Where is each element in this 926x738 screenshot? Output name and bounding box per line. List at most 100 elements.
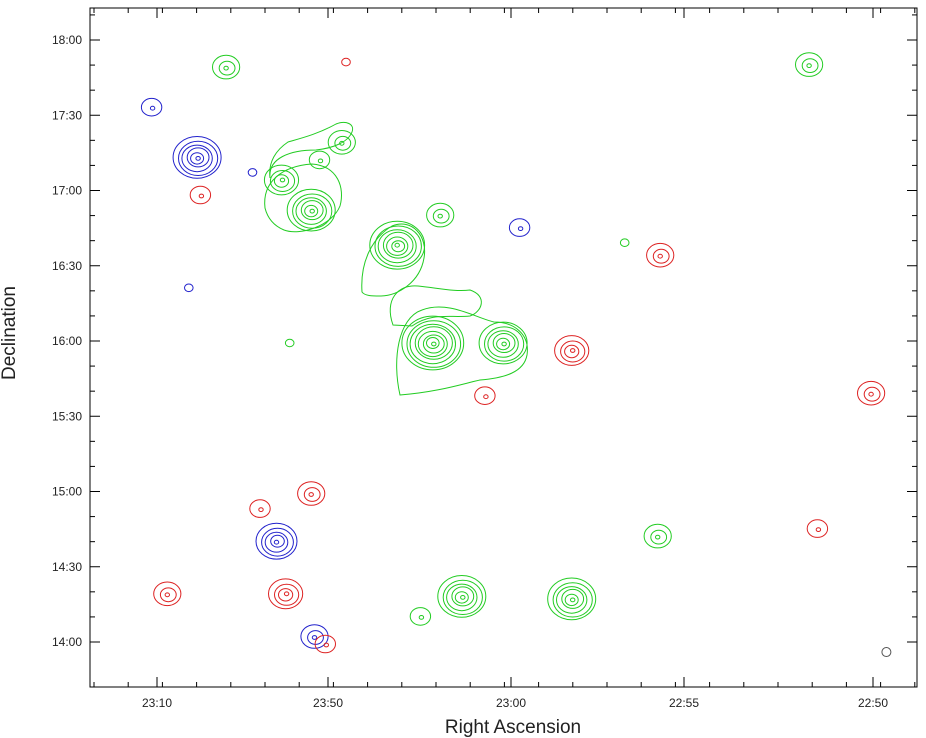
contour-ring	[300, 200, 324, 221]
source-red-23	[297, 481, 326, 506]
contour-ring	[295, 197, 327, 225]
contour-ring	[570, 597, 576, 603]
x-axis-label: Right Ascension	[445, 717, 581, 738]
contour-ring	[247, 168, 258, 177]
contour-ring	[806, 519, 829, 538]
contour-ring	[431, 341, 437, 347]
contour-ring	[327, 130, 356, 155]
source-green-14	[619, 238, 630, 247]
contour-ring	[406, 320, 462, 368]
contour-ring	[283, 591, 290, 597]
contour-ring	[496, 337, 511, 351]
contour-ring	[195, 156, 201, 161]
contour-ring	[264, 531, 289, 553]
source-blue-13	[508, 218, 531, 237]
source-red-29	[268, 578, 304, 610]
extended-emission-1	[389, 285, 482, 327]
contour-ring	[268, 578, 304, 610]
y-tick-label: 15:00	[52, 485, 82, 499]
contour-ring	[501, 341, 507, 347]
source-red-22	[857, 380, 886, 406]
contour-ring	[437, 575, 487, 618]
source-green-10	[286, 188, 336, 232]
source-green-26	[643, 523, 672, 549]
contour-ring	[149, 105, 156, 111]
contour-ring	[484, 326, 525, 362]
contour-ring	[172, 136, 222, 179]
contour-ring	[646, 242, 675, 268]
contour-ring	[334, 135, 352, 151]
source-blue-3	[140, 97, 163, 117]
source-blue-16	[184, 283, 194, 293]
y-axis-label: Declination	[0, 286, 20, 380]
contour-ring	[323, 642, 329, 648]
contour-ring	[274, 583, 300, 606]
contour-ring	[279, 177, 286, 183]
contour-ring	[454, 591, 469, 604]
contour-ring	[401, 315, 465, 371]
contour-ring	[492, 333, 516, 353]
contour-ring	[308, 150, 331, 170]
ticks-layer	[90, 8, 917, 687]
contour-ring	[198, 193, 205, 199]
contour-ring	[263, 164, 300, 196]
contour-ring	[857, 380, 886, 406]
extended-emission-4	[269, 121, 354, 179]
contour-ring	[556, 586, 588, 614]
source-red-28	[153, 581, 182, 607]
source-green-6	[308, 150, 331, 170]
contour-ring	[311, 635, 318, 640]
source-green-20	[284, 338, 295, 348]
source-blue-8	[247, 168, 258, 177]
contour-ring	[570, 348, 576, 353]
contour-ring	[377, 229, 417, 264]
contour-ring	[552, 582, 593, 618]
y-tick-label: 18:00	[52, 33, 82, 47]
source-blue-4	[172, 136, 222, 179]
extended-emission-2	[361, 223, 426, 297]
contour-ring	[394, 242, 400, 248]
contour-ring	[317, 158, 324, 164]
source-green-5	[263, 164, 300, 196]
contour-ring	[806, 63, 812, 68]
contour-ring	[474, 386, 496, 406]
source-red-15	[646, 242, 675, 268]
contour-ring	[261, 527, 294, 557]
x-tick-label: 23:10	[142, 696, 172, 710]
y-tick-label: 17:00	[52, 184, 82, 198]
contour-ring	[164, 592, 171, 598]
contour-ring	[374, 225, 422, 267]
source-red-27	[806, 519, 829, 538]
contour-ring	[815, 527, 822, 532]
contour-ring	[652, 248, 670, 264]
source-red-19	[554, 335, 590, 366]
contour-ring	[249, 499, 271, 518]
source-red-1	[341, 57, 351, 67]
plot-frame	[89, 7, 918, 688]
contour-ring	[255, 522, 298, 560]
contours-layer	[140, 52, 886, 654]
contour-ring	[483, 394, 489, 400]
source-green-0	[212, 54, 241, 80]
contour-ring	[422, 334, 445, 354]
contour-ring	[341, 57, 351, 67]
contour-ring	[409, 323, 456, 365]
tick-labels-layer: 23:10 23:50 23:00 22:55 22:50 18:00 17:30 17:00…	[52, 33, 888, 710]
contour-ring	[278, 588, 294, 602]
source-green-12	[426, 202, 455, 228]
contour-ring	[508, 218, 531, 237]
contour-ring	[517, 226, 524, 232]
contour-ring	[159, 587, 177, 603]
contour-ring	[795, 52, 824, 77]
contour-ring	[218, 60, 236, 76]
contour-ring	[801, 58, 819, 73]
contour-ring	[451, 586, 475, 607]
source-green-17	[401, 315, 465, 371]
x-tick-label: 23:00	[496, 696, 526, 710]
contour-ring	[304, 204, 319, 218]
source-blue-25	[255, 522, 298, 560]
extended-emission-0	[396, 306, 528, 396]
